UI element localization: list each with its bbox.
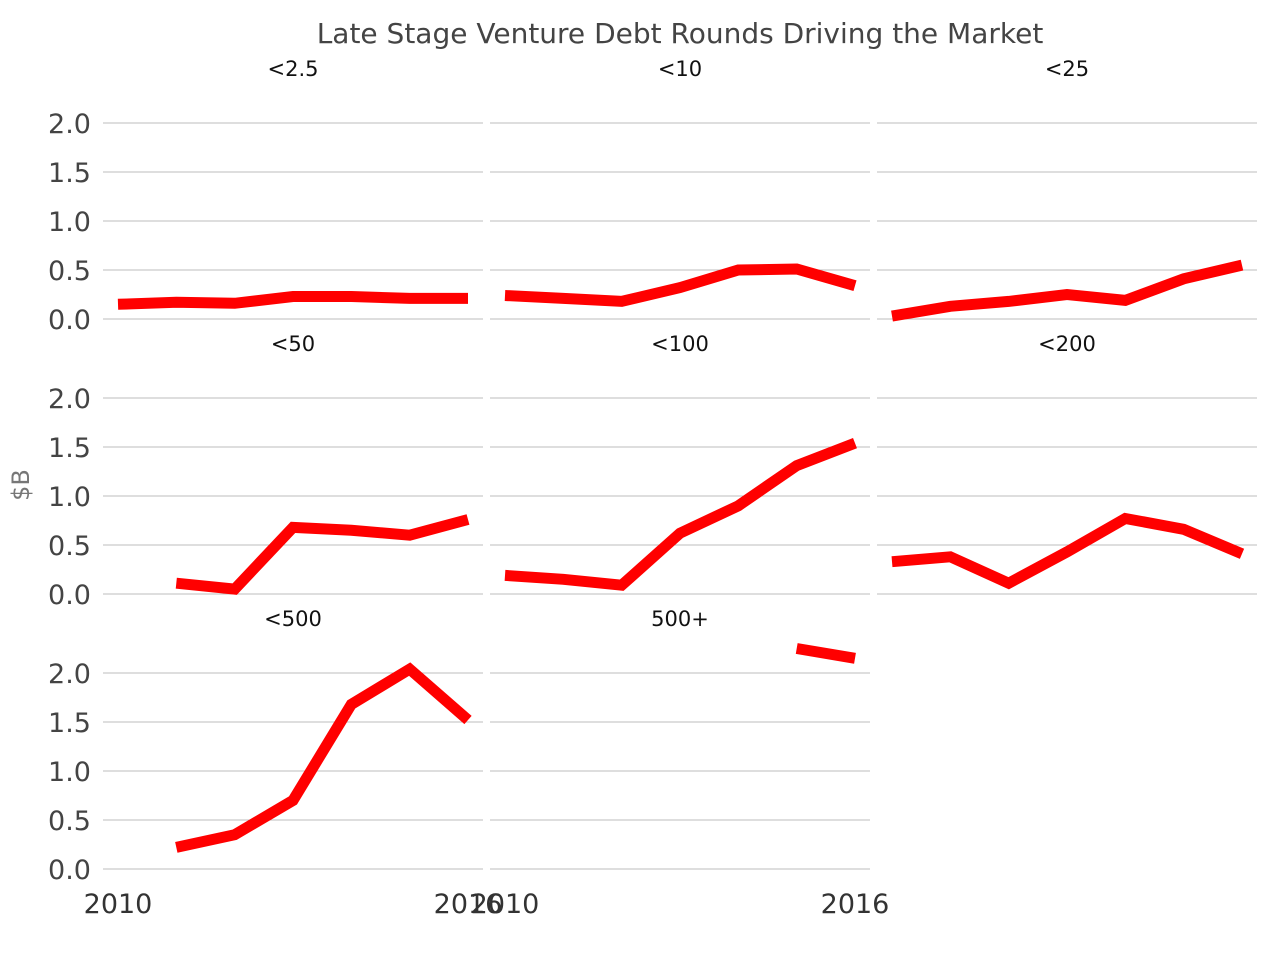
y-tick-label: 1.0: [48, 207, 91, 238]
y-axis-label: $B: [7, 469, 35, 501]
facet-title: <2.5: [268, 57, 319, 81]
facet-panels: <2.5 0.0 0.5 1.0 1.5 2.0 <10 <25 <50 0.0 0.5 1.0 1.5…: [48, 57, 1257, 920]
facet-title: 500+: [651, 607, 709, 631]
series-line: [891, 259, 1244, 322]
series-line: [175, 514, 470, 595]
series-line: [117, 291, 468, 310]
facet-panel: <500 0.0 0.5 1.0 1.5 2.0 2010 2016: [48, 607, 502, 920]
facet-panel: <50 0.0 0.5 1.0 1.5 2.0: [48, 332, 483, 611]
series-line: [175, 662, 472, 853]
y-tick-label: 1.5: [48, 708, 91, 739]
y-tick-label: 2.0: [48, 659, 91, 690]
y-tick-label: 0.5: [48, 806, 91, 837]
x-tick-label: 2016: [434, 889, 503, 920]
facet-title: <25: [1045, 57, 1089, 81]
y-tick-label: 0.5: [48, 531, 91, 562]
y-tick-label: 0.0: [48, 580, 91, 611]
y-tick-label: 0.5: [48, 256, 91, 287]
y-tick-label: 0.0: [48, 855, 91, 886]
y-tick-label: 1.0: [48, 757, 91, 788]
facet-panel: <25: [877, 57, 1257, 322]
series-line: [504, 437, 857, 591]
x-tick-label: 2016: [821, 889, 890, 920]
y-tick-label: 1.5: [48, 158, 91, 189]
facet-title: <10: [658, 57, 702, 81]
series-line: [504, 263, 857, 307]
facet-panel: <100: [490, 332, 870, 595]
series-line: [795, 643, 856, 664]
y-tick-label: 1.0: [48, 482, 91, 513]
y-tick-label: 0.0: [48, 305, 91, 336]
y-tick-label: 2.0: [48, 384, 91, 415]
y-tick-label: 2.0: [48, 109, 91, 140]
x-tick-label: 2010: [84, 889, 153, 920]
facet-title: <50: [271, 332, 315, 356]
facet-title: <200: [1038, 332, 1096, 356]
facet-panel: 500+ 2010 2016: [471, 607, 890, 920]
facet-panel: <10: [490, 57, 870, 320]
facet-panel: <200: [877, 332, 1257, 595]
facet-title: <500: [264, 607, 322, 631]
facet-panel: <2.5 0.0 0.5 1.0 1.5 2.0: [48, 57, 483, 336]
facet-title: <100: [651, 332, 709, 356]
chart-title: Late Stage Venture Debt Rounds Driving t…: [317, 17, 1044, 50]
x-tick-label: 2010: [471, 889, 540, 920]
y-tick-label: 1.5: [48, 433, 91, 464]
series-line: [891, 512, 1245, 590]
